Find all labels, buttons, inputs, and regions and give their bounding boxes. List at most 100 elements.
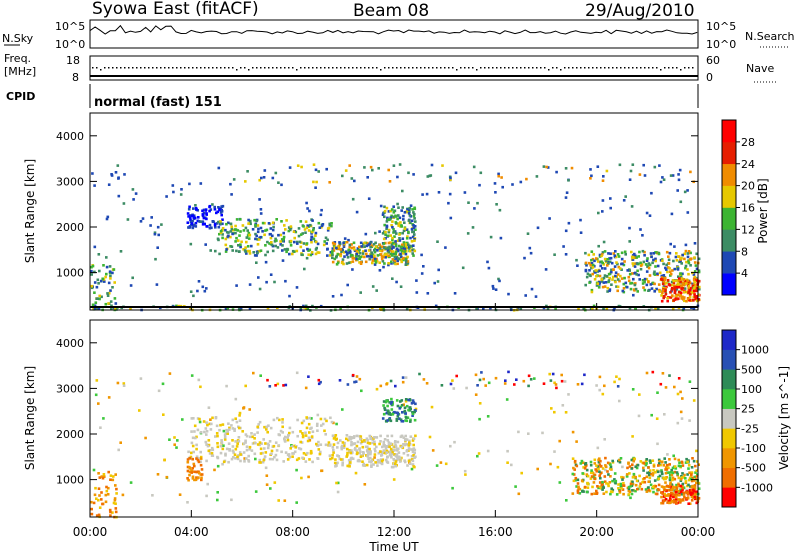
range-gate-cell [317, 378, 321, 382]
range-gate-cell [394, 262, 397, 266]
range-gate-cell [609, 492, 612, 496]
range-gate-cell [259, 226, 263, 230]
range-gate-cell [463, 469, 467, 473]
range-gate-cell [473, 207, 476, 210]
range-gate-cell [639, 267, 643, 271]
range-gate-cell [336, 490, 340, 494]
range-gate-cell [235, 218, 239, 221]
range-gate-cell [428, 435, 432, 439]
range-gate-cell [195, 447, 198, 451]
range-gate-cell [389, 209, 392, 213]
range-gate-cell [494, 191, 497, 194]
range-gate-cell [604, 260, 608, 264]
range-gate-cell [385, 382, 388, 386]
power-ylabel: Slant Range [km] [23, 159, 37, 263]
range-gate-cell [326, 229, 330, 232]
colorbar-label: 25 [741, 403, 755, 416]
range-gate-cell [395, 453, 399, 456]
range-gate-cell [356, 451, 359, 455]
ytick-label: 2000 [56, 428, 84, 441]
range-gate-cell [669, 174, 673, 177]
range-gate-cell [576, 264, 579, 267]
nave-dot [456, 69, 458, 71]
range-gate-cell [591, 266, 595, 269]
range-gate-cell [684, 481, 688, 485]
range-gate-cell [342, 245, 346, 248]
range-gate-cell [393, 453, 396, 456]
range-gate-cell [675, 487, 679, 490]
range-gate-cell [378, 269, 382, 272]
nave-dot [588, 67, 590, 69]
range-gate-cell [679, 200, 683, 204]
range-gate-cell [331, 241, 335, 245]
range-gate-cell [637, 273, 640, 277]
range-gate-cell [596, 485, 599, 488]
range-gate-cell [437, 268, 440, 272]
range-gate-cell [382, 237, 386, 241]
range-gate-cell [245, 236, 249, 239]
range-gate-cell [601, 467, 605, 470]
range-gate-cell [297, 457, 301, 460]
range-gate-cell [693, 484, 697, 487]
range-gate-cell [113, 498, 117, 502]
range-gate-cell [346, 256, 350, 259]
range-gate-cell [545, 165, 548, 169]
range-gate-cell [210, 452, 214, 455]
range-gate-cell [495, 203, 498, 206]
range-gate-cell [645, 277, 649, 281]
range-gate-cell [331, 250, 334, 253]
range-gate-cell [336, 446, 339, 449]
colorbar-frame [721, 329, 737, 508]
range-gate-cell [236, 455, 239, 459]
range-gate-cell [98, 297, 101, 301]
range-gate-cell [645, 211, 649, 215]
range-gate-cell [605, 482, 608, 485]
range-gate-cell [342, 251, 346, 254]
range-gate-cell [224, 250, 228, 253]
range-gate-cell [297, 227, 301, 230]
range-gate-cell [695, 296, 699, 300]
range-gate-cell [402, 251, 405, 255]
colorbar-segment [722, 369, 736, 390]
nave-dot [592, 67, 594, 69]
range-gate-cell [592, 475, 595, 479]
range-gate-cell [649, 472, 653, 476]
range-gate-cell [325, 242, 328, 245]
range-gate-cell [635, 262, 639, 265]
range-gate-cell [100, 475, 104, 478]
power-colorbar-label: Power [dB] [756, 178, 770, 243]
range-gate-cell [608, 481, 612, 484]
range-gate-cell [648, 263, 652, 267]
range-gate-cell [406, 255, 409, 259]
range-gate-cell [200, 476, 203, 480]
range-gate-cell [380, 452, 384, 456]
range-gate-cell [216, 210, 219, 214]
range-gate-cell [584, 462, 588, 465]
range-gate-cell [151, 494, 154, 497]
range-gate-cell [680, 277, 684, 280]
range-gate-cell [677, 255, 680, 258]
range-gate-cell [191, 444, 195, 448]
range-gate-cell [671, 466, 675, 470]
range-gate-cell [200, 478, 203, 482]
range-gate-cell [295, 501, 298, 504]
range-gate-cell [373, 456, 376, 459]
range-gate-cell [262, 176, 266, 179]
range-gate-cell [319, 443, 323, 446]
range-gate-cell [412, 224, 415, 227]
range-gate-cell [635, 466, 639, 470]
range-gate-cell [350, 449, 353, 452]
range-gate-cell [210, 446, 214, 450]
nave-dot [280, 67, 282, 69]
range-gate-cell [606, 286, 610, 290]
range-gate-cell [361, 445, 365, 449]
colorbar-segment [722, 487, 736, 508]
range-gate-cell [643, 277, 647, 281]
range-gate-cell [153, 232, 157, 236]
range-gate-cell [620, 268, 623, 271]
range-gate-cell [664, 481, 667, 484]
range-gate-cell [199, 385, 202, 389]
range-gate-cell [660, 294, 663, 297]
range-gate-cell [284, 435, 287, 439]
